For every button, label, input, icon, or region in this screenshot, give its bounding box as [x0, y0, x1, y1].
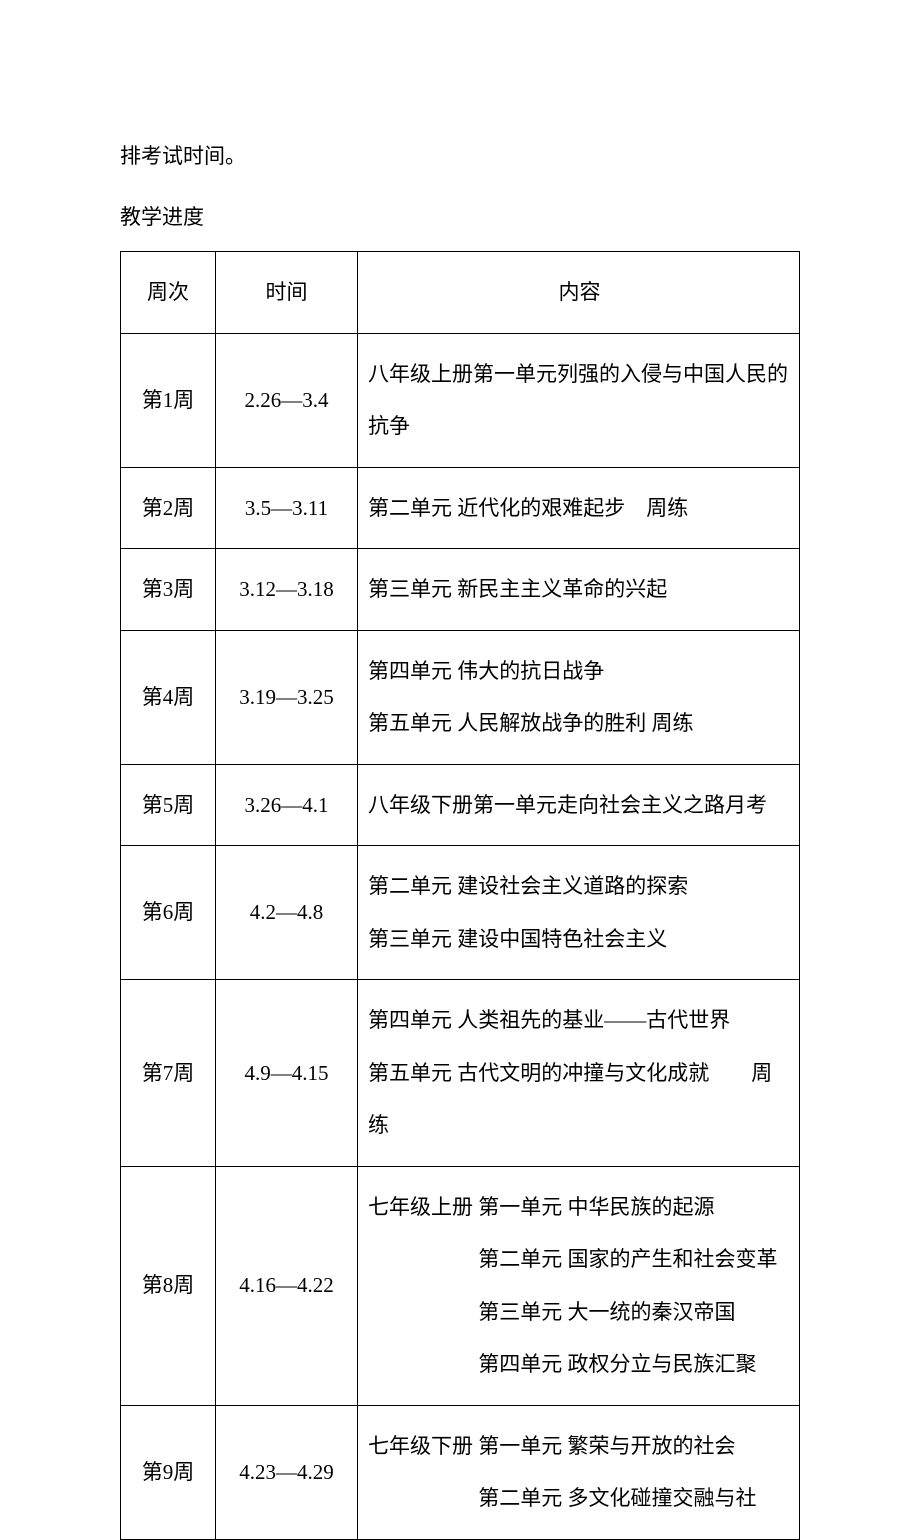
- cell-content: 第四单元 人类祖先的基业——古代世界 第五单元 古代文明的冲撞与文化成就 周练: [358, 980, 800, 1167]
- table-header-row: 周次 时间 内容: [121, 252, 800, 334]
- cell-content: 第三单元 新民主主义革命的兴起: [358, 549, 800, 631]
- cell-week: 第2周: [121, 467, 216, 549]
- table-row: 第6周 4.2—4.8 第二单元 建设社会主义道路的探索 第三单元 建设中国特色…: [121, 846, 800, 980]
- table-row: 第9周 4.23—4.29 七年级下册 第一单元 繁荣与开放的社会 第二单元 多…: [121, 1405, 800, 1539]
- cell-week: 第8周: [121, 1166, 216, 1405]
- cell-time: 4.2—4.8: [216, 846, 358, 980]
- cell-time: 3.26—4.1: [216, 764, 358, 846]
- cell-time: 4.16—4.22: [216, 1166, 358, 1405]
- table-row: 第8周 4.16—4.22 七年级上册 第一单元 中华民族的起源 第二单元 国家…: [121, 1166, 800, 1405]
- schedule-table: 周次 时间 内容 第1周 2.26—3.4 八年级上册第一单元列强的入侵与中国人…: [120, 251, 800, 1540]
- cell-time: 3.12—3.18: [216, 549, 358, 631]
- cell-content: 八年级下册第一单元走向社会主义之路月考: [358, 764, 800, 846]
- header-time: 时间: [216, 252, 358, 334]
- header-week: 周次: [121, 252, 216, 334]
- cell-week: 第4周: [121, 630, 216, 764]
- table-row: 第7周 4.9—4.15 第四单元 人类祖先的基业——古代世界 第五单元 古代文…: [121, 980, 800, 1167]
- cell-time: 4.23—4.29: [216, 1405, 358, 1539]
- cell-content: 八年级上册第一单元列强的入侵与中国人民的抗争: [358, 333, 800, 467]
- cell-content: 第二单元 建设社会主义道路的探索 第三单元 建设中国特色社会主义: [358, 846, 800, 980]
- header-content: 内容: [358, 252, 800, 334]
- intro-text: 排考试时间。: [120, 130, 800, 183]
- cell-week: 第7周: [121, 980, 216, 1167]
- cell-time: 3.19—3.25: [216, 630, 358, 764]
- table-row: 第4周 3.19—3.25 第四单元 伟大的抗日战争 第五单元 人民解放战争的胜…: [121, 630, 800, 764]
- cell-content: 第二单元 近代化的艰难起步 周练: [358, 467, 800, 549]
- cell-week: 第5周: [121, 764, 216, 846]
- cell-time: 3.5—3.11: [216, 467, 358, 549]
- section-title: 教学进度: [120, 191, 800, 244]
- cell-time: 2.26—3.4: [216, 333, 358, 467]
- cell-content: 七年级上册 第一单元 中华民族的起源 第二单元 国家的产生和社会变革 第三单元 …: [358, 1166, 800, 1405]
- table-row: 第3周 3.12—3.18 第三单元 新民主主义革命的兴起: [121, 549, 800, 631]
- table-row: 第1周 2.26—3.4 八年级上册第一单元列强的入侵与中国人民的抗争: [121, 333, 800, 467]
- table-row: 第5周 3.26—4.1 八年级下册第一单元走向社会主义之路月考: [121, 764, 800, 846]
- cell-week: 第3周: [121, 549, 216, 631]
- cell-week: 第9周: [121, 1405, 216, 1539]
- cell-week: 第1周: [121, 333, 216, 467]
- cell-week: 第6周: [121, 846, 216, 980]
- cell-content: 七年级下册 第一单元 繁荣与开放的社会 第二单元 多文化碰撞交融与社: [358, 1405, 800, 1539]
- table-row: 第2周 3.5—3.11 第二单元 近代化的艰难起步 周练: [121, 467, 800, 549]
- cell-time: 4.9—4.15: [216, 980, 358, 1167]
- cell-content: 第四单元 伟大的抗日战争 第五单元 人民解放战争的胜利 周练: [358, 630, 800, 764]
